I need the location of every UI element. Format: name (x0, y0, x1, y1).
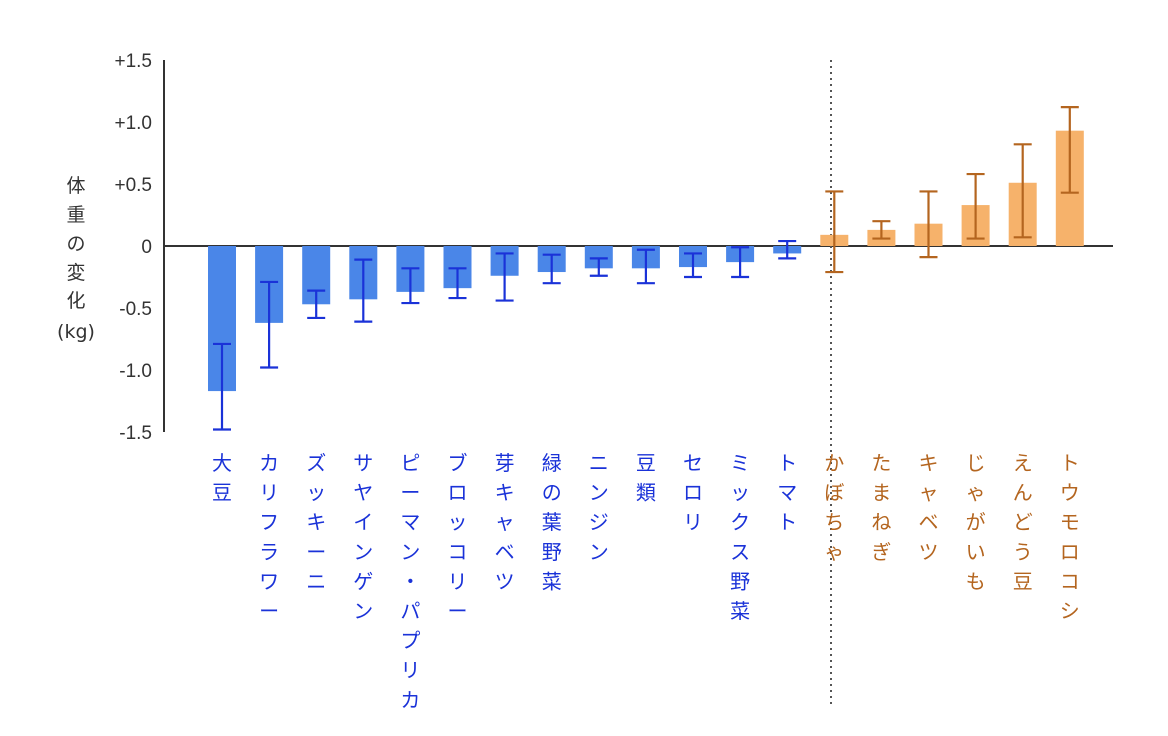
error-bar (778, 239, 797, 260)
category-label: ミックス野菜 (730, 451, 750, 623)
category-label: じゃがいも (966, 451, 986, 593)
category-label: ブロッコリー (448, 451, 468, 623)
category-label: ズッキーニ (306, 451, 326, 593)
y-axis-label-part: 変 (66, 262, 85, 284)
category-label: 大豆 (212, 451, 232, 505)
y-tick-label: +1.5 (114, 51, 152, 72)
error-bar (872, 220, 891, 240)
category-labels: 大豆 カリフラワー ズッキーニ サヤインゲン ピーマン・パプリカ ブロッコリー 芽キャベツ 緑… (212, 451, 1080, 712)
error-bar (731, 246, 750, 279)
category-label: ニンジン (589, 451, 609, 564)
bar (584, 246, 613, 269)
error-bar (260, 280, 279, 369)
y-tick-label: -1.5 (119, 423, 152, 444)
category-label: トマト (777, 451, 797, 534)
error-bars (213, 106, 1079, 431)
category-label: キャベツ (919, 451, 939, 564)
y-axis-label-part: 体 (66, 175, 85, 197)
y-axis-label-part: 化 (66, 290, 85, 312)
category-label: カリフラワー (259, 451, 279, 623)
error-bar (636, 248, 655, 285)
error-bar (213, 342, 231, 431)
category-label: 豆類 (636, 451, 656, 505)
error-bar (589, 257, 608, 277)
error-bar (307, 289, 326, 320)
error-bar (401, 267, 420, 305)
category-label: ピーマン・パプリカ (400, 451, 420, 712)
y-tick-label: 0 (141, 237, 152, 258)
error-bar (919, 190, 938, 259)
category-label: セロリ (683, 451, 703, 534)
error-bar (1013, 143, 1032, 239)
y-tick-label: -0.5 (119, 299, 152, 320)
y-tick-labels: +1.5 +1.0 +0.5 0 -0.5 -1.0 -1.5 (114, 51, 152, 444)
category-label: えんどう豆 (1013, 451, 1033, 593)
category-label: 芽キャベツ (495, 451, 515, 593)
category-label: トウモロコシ (1060, 451, 1080, 623)
y-tick-label: -1.0 (119, 361, 152, 382)
y-tick-label: +0.5 (114, 175, 152, 196)
error-bar (354, 258, 373, 323)
category-label: たまねぎ (871, 451, 891, 564)
y-axis-label-part: (kg) (57, 321, 95, 343)
category-label: サヤインゲン (353, 451, 373, 623)
category-label: かぼちゃ (824, 451, 844, 564)
error-bar (825, 190, 844, 274)
category-label: 緑の葉野菜 (542, 451, 562, 593)
error-bar (542, 253, 561, 285)
error-bar (966, 172, 985, 240)
error-bar (684, 252, 702, 279)
y-axis-label-part: の (66, 233, 85, 255)
error-bar (1060, 106, 1079, 194)
y-axis-label-part: 重 (66, 204, 85, 226)
error-bar (448, 267, 467, 300)
error-bar (495, 252, 514, 302)
y-tick-label: +1.0 (114, 113, 152, 134)
